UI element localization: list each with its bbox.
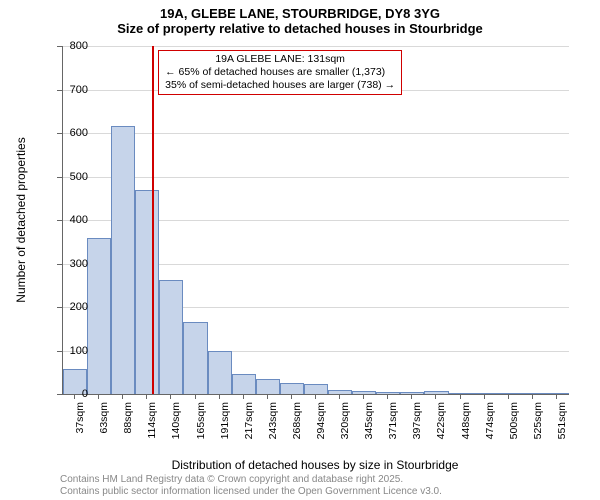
chart-container: 19A, GLEBE LANE, STOURBRIDGE, DY8 3YG Si… (0, 0, 600, 500)
ytick-label: 100 (48, 345, 88, 357)
xtick-label: 140sqm (170, 402, 182, 452)
histogram-bar (183, 322, 207, 394)
ytick-label: 800 (48, 40, 88, 52)
xtick-label: 397sqm (411, 402, 423, 452)
xtick-mark (195, 394, 196, 399)
histogram-bar (424, 391, 448, 394)
xtick-label: 37sqm (74, 402, 86, 452)
gridline (63, 133, 569, 134)
y-axis-label: Number of detached properties (14, 137, 28, 302)
ytick-mark (57, 177, 62, 178)
ytick-mark (57, 133, 62, 134)
xtick-label: 422sqm (435, 402, 447, 452)
xtick-label: 525sqm (532, 402, 544, 452)
histogram-bar (400, 392, 424, 394)
ytick-label: 400 (48, 214, 88, 226)
ytick-label: 600 (48, 127, 88, 139)
ytick-label: 200 (48, 301, 88, 313)
xtick-label: 500sqm (508, 402, 520, 452)
xtick-mark (556, 394, 557, 399)
xtick-mark (315, 394, 316, 399)
xtick-label: 474sqm (484, 402, 496, 452)
histogram-bar (473, 393, 497, 394)
xtick-mark (243, 394, 244, 399)
xtick-mark (387, 394, 388, 399)
chart-title-main: 19A, GLEBE LANE, STOURBRIDGE, DY8 3YG (0, 0, 600, 21)
footer-attribution: Contains HM Land Registry data © Crown c… (60, 474, 442, 498)
ytick-label: 500 (48, 171, 88, 183)
xtick-label: 191sqm (219, 402, 231, 452)
chart-title-sub: Size of property relative to detached ho… (0, 21, 600, 38)
xtick-mark (122, 394, 123, 399)
x-axis-label: Distribution of detached houses by size … (62, 458, 568, 472)
xtick-mark (146, 394, 147, 399)
xtick-label: 268sqm (291, 402, 303, 452)
ytick-label: 300 (48, 258, 88, 270)
ytick-mark (57, 90, 62, 91)
histogram-bar (352, 391, 376, 394)
xtick-mark (74, 394, 75, 399)
xtick-mark (532, 394, 533, 399)
histogram-bar (304, 384, 328, 394)
histogram-bar (135, 190, 159, 394)
xtick-mark (411, 394, 412, 399)
histogram-bar (545, 393, 569, 394)
xtick-mark (170, 394, 171, 399)
histogram-bar (208, 351, 232, 394)
xtick-mark (435, 394, 436, 399)
annotation-line-2: ← 65% of detached houses are smaller (1,… (165, 66, 395, 79)
xtick-mark (484, 394, 485, 399)
xtick-label: 551sqm (556, 402, 568, 452)
xtick-mark (339, 394, 340, 399)
xtick-mark (267, 394, 268, 399)
xtick-mark (363, 394, 364, 399)
xtick-mark (98, 394, 99, 399)
footer-line-1: Contains HM Land Registry data © Crown c… (60, 474, 442, 486)
histogram-bar (256, 379, 280, 394)
ytick-mark (57, 264, 62, 265)
ytick-mark (57, 351, 62, 352)
histogram-bar (521, 393, 545, 394)
histogram-bar (111, 126, 135, 394)
histogram-bar (376, 392, 400, 394)
annotation-line-3: 35% of semi-detached houses are larger (… (165, 79, 395, 92)
xtick-label: 345sqm (363, 402, 375, 452)
ytick-mark (57, 307, 62, 308)
xtick-label: 371sqm (387, 402, 399, 452)
y-axis-label-wrap: Number of detached properties (14, 46, 28, 394)
ytick-mark (57, 46, 62, 47)
plot-area: 19A GLEBE LANE: 131sqm← 65% of detached … (62, 46, 569, 395)
gridline (63, 177, 569, 178)
ytick-mark (57, 220, 62, 221)
histogram-bar (280, 383, 304, 394)
xtick-mark (460, 394, 461, 399)
xtick-mark (291, 394, 292, 399)
ytick-label: 700 (48, 84, 88, 96)
xtick-mark (219, 394, 220, 399)
xtick-label: 88sqm (122, 402, 134, 452)
xtick-label: 114sqm (146, 402, 158, 452)
xtick-mark (508, 394, 509, 399)
histogram-bar (159, 280, 183, 394)
histogram-bar (449, 393, 473, 394)
xtick-label: 243sqm (267, 402, 279, 452)
gridline (63, 46, 569, 47)
annotation-box: 19A GLEBE LANE: 131sqm← 65% of detached … (158, 50, 402, 95)
histogram-bar (232, 374, 256, 394)
xtick-label: 448sqm (460, 402, 472, 452)
property-marker-line (152, 46, 154, 394)
xtick-label: 320sqm (339, 402, 351, 452)
xtick-label: 217sqm (243, 402, 255, 452)
footer-line-2: Contains public sector information licen… (60, 486, 442, 498)
xtick-label: 63sqm (98, 402, 110, 452)
xtick-label: 165sqm (195, 402, 207, 452)
histogram-bar (87, 238, 111, 394)
annotation-line-1: 19A GLEBE LANE: 131sqm (165, 53, 395, 66)
histogram-bar (497, 393, 521, 394)
ytick-label: 0 (48, 388, 88, 400)
histogram-bar (328, 390, 352, 394)
xtick-label: 294sqm (315, 402, 327, 452)
ytick-mark (57, 394, 62, 395)
